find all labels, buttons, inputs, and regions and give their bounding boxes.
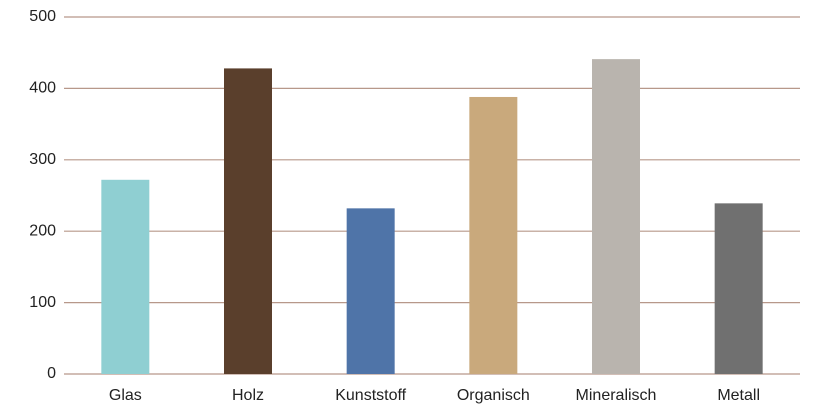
bar — [347, 208, 395, 374]
y-tick-label: 300 — [29, 151, 56, 168]
bar — [101, 180, 149, 374]
x-tick-label: Kunststoff — [335, 387, 406, 404]
chart: 0 100 200 300 400 500 Glas Holz Kunststoff Organi… — [0, 0, 813, 407]
x-tick-label: Mineralisch — [576, 387, 657, 404]
bar — [224, 68, 272, 374]
y-tick-label: 500 — [29, 8, 56, 25]
y-tick-label: 400 — [29, 80, 56, 97]
bar — [715, 203, 763, 374]
x-tick-label: Holz — [232, 387, 264, 404]
x-tick-label: Glas — [109, 387, 142, 404]
y-tick-label: 100 — [29, 294, 56, 311]
y-tick-label: 200 — [29, 222, 56, 239]
bar — [592, 59, 640, 374]
bar — [469, 97, 517, 374]
x-tick-label: Organisch — [457, 387, 530, 404]
x-tick-label: Metall — [717, 387, 760, 404]
y-tick-label: 0 — [47, 365, 56, 382]
